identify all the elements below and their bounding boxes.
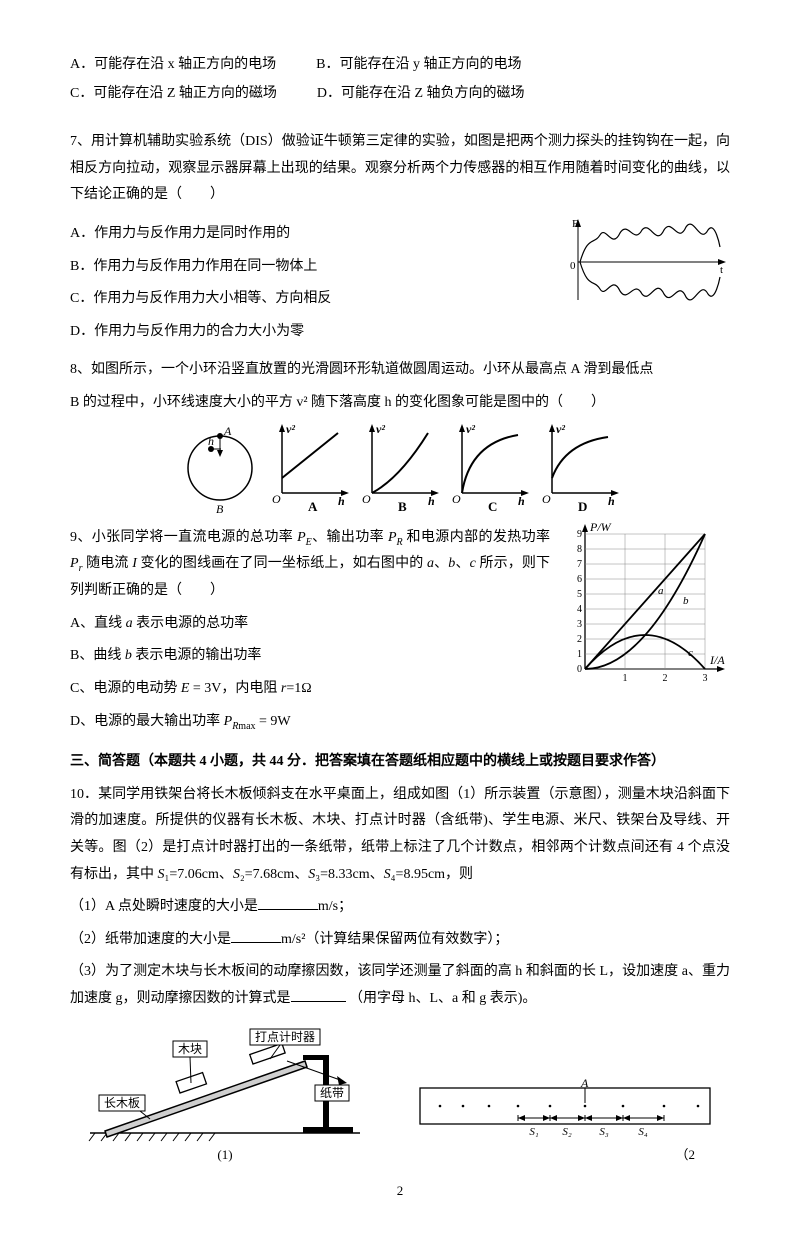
svg-text:A: A <box>308 499 318 513</box>
svg-text:C: C <box>488 499 497 513</box>
page-number: 2 <box>70 1179 730 1204</box>
blank-2[interactable] <box>231 928 281 943</box>
q7-opt-d: D．作用力与反作用力的合力大小为零 <box>70 319 560 346</box>
svg-text:h: h <box>208 434 214 448</box>
svg-text:8: 8 <box>577 544 582 555</box>
q6-opt-b: B．可能存在沿 y 轴正方向的电场 <box>316 52 521 79</box>
svg-text:9: 9 <box>577 529 582 540</box>
svg-text:1: 1 <box>577 649 582 660</box>
q9-opt-a: A、直线 a 表示电源的总功率 <box>70 611 550 638</box>
q8-graph-d: v² h O D <box>540 423 620 513</box>
svg-text:h: h <box>428 494 435 508</box>
svg-text:h: h <box>518 494 525 508</box>
q9-opt-b: B、曲线 b 表示电源的输出功率 <box>70 643 550 670</box>
q8: 8、如图所示，一个小环沿竖直放置的光滑圆环形轨道做圆周运动。小环从最高点 A 滑… <box>70 357 730 512</box>
q6-opt-c: C．可能存在沿 Z 轴正方向的磁场 <box>70 81 277 108</box>
svg-text:D: D <box>578 499 587 513</box>
svg-text:v²: v² <box>466 423 475 436</box>
q10-fig2: A <box>415 1073 715 1168</box>
q8-figures: A h B v² h O A v² h O B <box>70 423 730 513</box>
q7-opt-b: B．作用力与反作用力作用在同一物体上 <box>70 254 560 281</box>
svg-text:B: B <box>216 502 224 513</box>
q10-sub3: （3）为了测定木块与长木板间的动摩擦因数，该同学还测量了斜面的高 h 和斜面的长… <box>70 959 730 1012</box>
q10-stem: 10．某同学用铁架台将长木板倾斜支在水平桌面上，组成如图（1）所示装置（示意图）… <box>70 782 730 888</box>
q10-fig1-caption: (1) <box>85 1143 365 1168</box>
q9-figure: 0 1 2 3 4 5 6 7 8 9 1 2 3 P <box>560 519 730 689</box>
blank-3[interactable] <box>291 987 346 1002</box>
svg-text:v²: v² <box>286 423 295 436</box>
svg-text:O: O <box>272 492 281 506</box>
svg-text:3: 3 <box>577 619 582 630</box>
svg-text:v²: v² <box>376 423 385 436</box>
svg-text:2: 2 <box>663 673 668 684</box>
q8-stem2: B 的过程中，小环线速度大小的平方 v² 随下落高度 h 的变化图象可能是图中的… <box>70 390 730 417</box>
q10-fig2-caption: （2 <box>415 1143 715 1168</box>
q10: 10．某同学用铁架台将长木板倾斜支在水平桌面上，组成如图（1）所示装置（示意图）… <box>70 782 730 1167</box>
svg-text:4: 4 <box>577 604 582 615</box>
svg-text:A: A <box>223 424 232 438</box>
svg-text:A: A <box>580 1076 589 1090</box>
svg-text:O: O <box>542 492 551 506</box>
svg-text:P/W: P/W <box>589 520 612 534</box>
q10-fig1: 木块 打点计时器 长木板 纸带 (1) <box>85 1023 365 1168</box>
svg-text:h: h <box>608 494 615 508</box>
q6-opt-d: D．可能存在沿 Z 轴负方向的磁场 <box>317 81 525 108</box>
q7: 7、用计算机辅助实验系统（DIS）做验证牛顿第三定律的实验，如图是把两个测力探头… <box>70 129 730 351</box>
q7-opt-c: C．作用力与反作用力大小相等、方向相反 <box>70 286 560 313</box>
q7-stem: 7、用计算机辅助实验系统（DIS）做验证牛顿第三定律的实验，如图是把两个测力探头… <box>70 129 730 209</box>
q8-graph-b: v² h O B <box>360 423 440 513</box>
q7-figure: F t 0 <box>570 215 730 310</box>
svg-text:6: 6 <box>577 574 582 585</box>
svg-text:c: c <box>688 647 693 659</box>
q7-opt-a: A．作用力与反作用力是同时作用的 <box>70 221 560 248</box>
section3-title: 三、简答题（本题共 4 小题，共 44 分．把答案填在答题纸相应题中的横线上或按… <box>70 749 730 776</box>
svg-text:纸带: 纸带 <box>320 1086 344 1100</box>
svg-text:O: O <box>452 492 461 506</box>
q9-opt-c: C、电源的电动势 E = 3V，内电阻 r=1Ω <box>70 676 550 703</box>
q9: 9、小张同学将一直流电源的总功率 PE、输出功率 PR 和电源内部的发热功率 P… <box>70 519 730 742</box>
svg-text:长木板: 长木板 <box>104 1096 140 1110</box>
svg-text:打点计时器: 打点计时器 <box>255 1030 315 1044</box>
svg-text:1: 1 <box>623 673 628 684</box>
axis-t-label: t <box>720 264 723 276</box>
q10-sub1: （1）A 点处瞬时速度的大小是m/s； <box>70 894 730 921</box>
svg-text:h: h <box>338 494 345 508</box>
q9-stem: 9、小张同学将一直流电源的总功率 PE、输出功率 PR 和电源内部的发热功率 P… <box>70 525 550 605</box>
svg-text:I/A: I/A <box>709 653 725 667</box>
svg-text:木块: 木块 <box>178 1042 202 1056</box>
svg-text:v²: v² <box>556 423 565 436</box>
q6-opt-a: A．可能存在沿 x 轴正方向的电场 <box>70 52 276 79</box>
blank-1[interactable] <box>258 895 318 910</box>
svg-text:0: 0 <box>577 664 582 675</box>
svg-text:b: b <box>683 595 689 607</box>
q10-sub2: （2）纸带加速度的大小是m/s²（计算结果保留两位有效数字）； <box>70 927 730 954</box>
svg-text:0: 0 <box>570 260 576 272</box>
axis-f-label: F <box>572 218 578 230</box>
q8-graph-a: v² h O A <box>270 423 350 513</box>
q8-graph-c: v² h O C <box>450 423 530 513</box>
q8-circle-diagram: A h B <box>180 423 260 513</box>
svg-text:3: 3 <box>703 673 708 684</box>
svg-text:5: 5 <box>577 589 582 600</box>
svg-text:2: 2 <box>577 634 582 645</box>
svg-text:7: 7 <box>577 559 582 570</box>
q6-options: A．可能存在沿 x 轴正方向的电场 B．可能存在沿 y 轴正方向的电场 C．可能… <box>70 52 730 107</box>
svg-text:a: a <box>658 585 664 597</box>
q9-opt-d: D、电源的最大输出功率 PRmax = 9W <box>70 709 550 736</box>
q8-stem1: 8、如图所示，一个小环沿竖直放置的光滑圆环形轨道做圆周运动。小环从最高点 A 滑… <box>70 357 730 384</box>
svg-text:O: O <box>362 492 371 506</box>
svg-text:B: B <box>398 499 407 513</box>
